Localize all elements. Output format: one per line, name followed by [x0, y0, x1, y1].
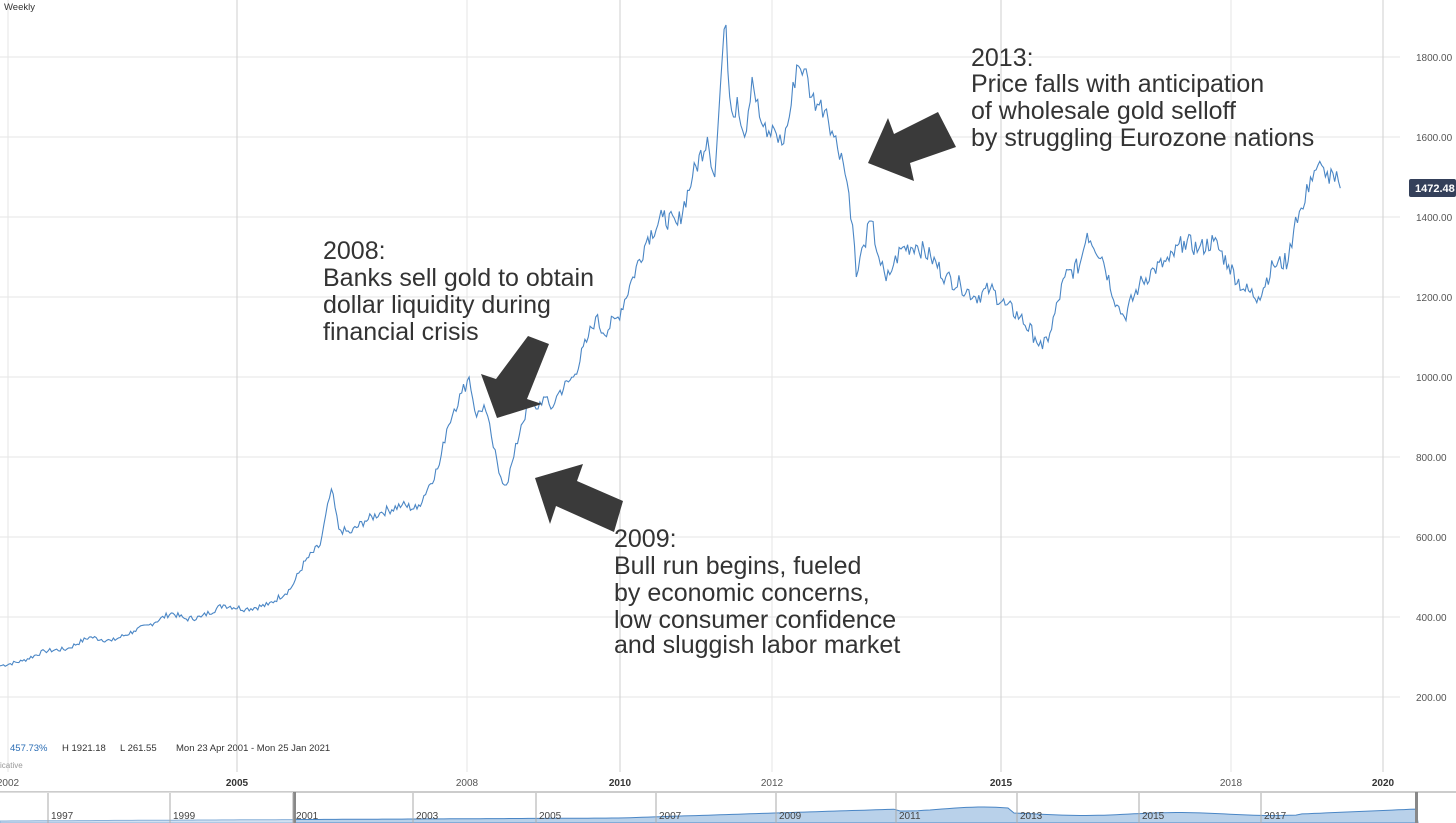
navigator-tick-label: 2009	[779, 811, 802, 822]
y-tick-label: 1800.00	[1416, 53, 1453, 64]
arrow-2008	[481, 336, 549, 418]
navigator-tick-label: 2011	[899, 811, 921, 822]
annotation-2013-line: 2013:	[971, 44, 1034, 72]
y-tick-label: 1600.00	[1416, 133, 1453, 144]
navigator-tick-label: 2015	[1142, 811, 1165, 822]
arrow-2009-shape	[535, 464, 623, 532]
arrow-2008-shape	[481, 336, 549, 418]
last-price-label: 1472.48	[1415, 183, 1455, 195]
price-series-line	[0, 24, 1341, 667]
annotation-2013-line: of wholesale gold selloff	[971, 97, 1236, 125]
x-tick-label: 2005	[226, 778, 249, 789]
annotation-2009-line: low consumer confidence	[614, 606, 896, 634]
annotation-2013-line: Price falls with anticipation	[971, 70, 1264, 98]
navigator-tick-label: 1997	[51, 811, 74, 822]
x-tick-label: 2018	[1220, 778, 1243, 789]
last-price-badge: 1472.48	[1409, 179, 1456, 197]
low-value: L 261.55	[120, 743, 157, 754]
annotation-2013: 2013: Price falls with anticipation of w…	[971, 44, 1314, 152]
navigator-tick-label: 1999	[173, 811, 196, 822]
annotation-2008-line: dollar liquidity during	[323, 291, 551, 319]
arrow-2013	[868, 112, 956, 181]
arrow-2013-shape	[868, 112, 956, 181]
x-tick-label: 2008	[456, 778, 479, 789]
y-tick-label: 1000.00	[1416, 373, 1453, 384]
y-tick-label: 400.00	[1416, 613, 1447, 624]
range-navigator[interactable]: 1997 1999 2001 2003 2005 2007 2009 2011 2013 2015…	[0, 791, 1456, 823]
annotation-2008-line: Banks sell gold to obtain	[323, 264, 594, 292]
navigator-ticks: 1997 1999 2001 2003 2005 2007 2009 2011 2013 2015…	[47, 793, 1287, 823]
navigator-tick-label: 2007	[659, 811, 682, 822]
high-value: H 1921.18	[62, 743, 106, 754]
y-tick-label: 200.00	[1416, 693, 1447, 704]
navigator-unselected-left	[0, 792, 294, 823]
x-tick-label: 2002	[0, 778, 20, 789]
y-tick-label: 600.00	[1416, 533, 1447, 544]
annotation-2013-line: by struggling Eurozone nations	[971, 124, 1314, 152]
annotation-2009: 2009: Bull run begins, fueled by economi…	[614, 525, 903, 659]
interval-label[interactable]: Weekly	[4, 2, 35, 13]
annotation-2009-line: by economic concerns,	[614, 579, 870, 607]
annotation-2008: 2008: Banks sell gold to obtain dollar l…	[323, 237, 601, 346]
x-tick-label: 2012	[761, 778, 784, 789]
y-tick-label: 800.00	[1416, 453, 1447, 464]
annotation-2009-line: Bull run begins, fueled	[614, 552, 861, 580]
navigator-tick-label: 2005	[539, 811, 562, 822]
grid-layer	[0, 0, 1400, 772]
y-tick-label: 1400.00	[1416, 213, 1453, 224]
disclaimer-text: icative	[0, 761, 23, 770]
arrow-2009	[535, 464, 623, 532]
y-tick-label: 1200.00	[1416, 293, 1453, 304]
navigator-tick-label: 2017	[1264, 811, 1287, 822]
annotation-2009-line: 2009:	[614, 525, 677, 553]
x-tick-label: 2020	[1372, 778, 1395, 789]
date-range: Mon 23 Apr 2001 - Mon 25 Jan 2021	[176, 743, 330, 754]
x-tick-label: 2015	[990, 778, 1013, 789]
x-axis: 2002 2005 2008 2010 2012 2015 2018 2020	[0, 778, 1395, 789]
annotation-2008-line: 2008:	[323, 237, 386, 265]
annotation-2008-line: financial crisis	[323, 318, 479, 346]
navigator-tick-label: 2003	[416, 811, 439, 822]
navigator-tick-label: 2001	[296, 811, 319, 822]
navigator-handle-right[interactable]	[1415, 792, 1418, 823]
x-tick-label: 2010	[609, 778, 632, 789]
annotation-2009-line: and sluggish labor market	[614, 631, 900, 659]
navigator-area	[0, 806, 1419, 823]
y-axis: 200.00 400.00 600.00 800.00 1000.00 1200.00 14…	[1416, 53, 1453, 704]
navigator-tick-label: 2013	[1020, 811, 1043, 822]
change-percent: 457.73%	[10, 743, 48, 754]
navigator-handle-left[interactable]	[293, 792, 296, 823]
